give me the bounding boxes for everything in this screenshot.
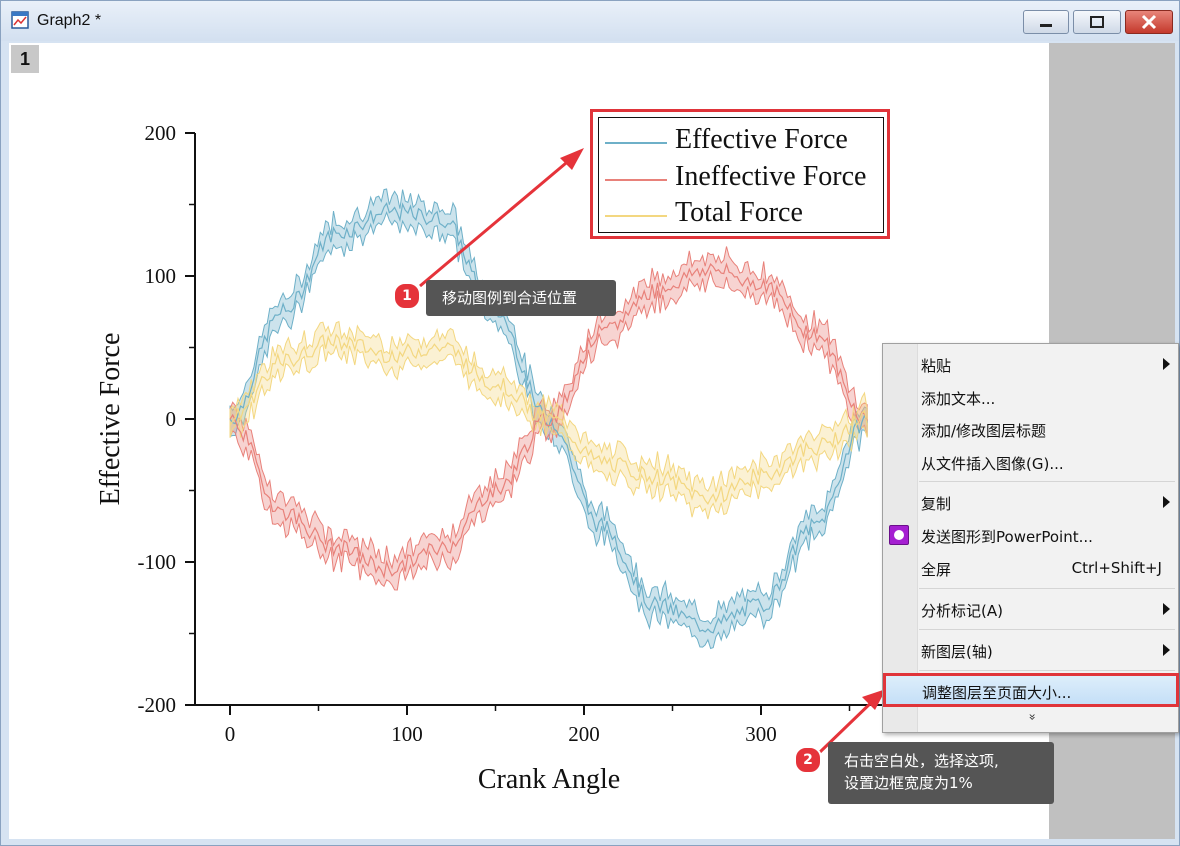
- title-bar[interactable]: Graph2 *: [1, 1, 1179, 41]
- x-tick-label: 300: [745, 722, 777, 746]
- submenu-arrow-icon: [1163, 644, 1170, 656]
- menu-item-fit-layer-to-page[interactable]: 调整图层至页面大小...: [884, 675, 1178, 707]
- y-axis-title: Effective Force: [95, 333, 126, 506]
- menu-item-add-text[interactable]: 添加文本...: [883, 382, 1178, 412]
- menu-separator: [919, 629, 1175, 630]
- step2-callout-line1: 右击空白处，选择这项,: [844, 752, 999, 770]
- menu-item-label: 新图层(轴): [921, 643, 993, 661]
- menu-item-shortcut: Ctrl+Shift+J: [1071, 559, 1162, 577]
- menu-item-new-layer[interactable]: 新图层(轴): [883, 635, 1178, 665]
- legend-label: Ineffective Force: [675, 161, 867, 192]
- close-icon: [1141, 14, 1157, 30]
- legend-item-ineffective-force[interactable]: Ineffective Force: [599, 159, 885, 195]
- menu-item-layer-title[interactable]: 添加/修改图层标题: [883, 414, 1178, 444]
- maximize-button[interactable]: [1073, 10, 1121, 34]
- menu-item-label: 粘贴: [921, 357, 952, 375]
- step2-number-badge: 2: [794, 746, 822, 774]
- menu-item-copy[interactable]: 复制: [883, 487, 1178, 517]
- close-button[interactable]: [1125, 10, 1173, 34]
- step2-callout-line2: 设置边框宽度为1%: [844, 774, 973, 792]
- menu-separator: [919, 670, 1175, 671]
- series-line-2[interactable]: [229, 333, 868, 506]
- submenu-arrow-icon: [1163, 358, 1170, 370]
- y-tick-label: -200: [138, 693, 177, 717]
- menu-separator: [919, 588, 1175, 589]
- chart-svg[interactable]: 200 100 0 -100 -200 0 100 200 300 Crank Angle Ef…: [8, 42, 1048, 842]
- y-tick-label: 100: [145, 264, 177, 288]
- x-tick-label: 100: [391, 722, 423, 746]
- step1-callout: 移动图例到合适位置: [426, 280, 616, 316]
- powerpoint-icon: [889, 525, 909, 545]
- step2-callout: 右击空白处，选择这项, 设置边框宽度为1%: [828, 742, 1054, 804]
- menu-item-fullscreen[interactable]: 全屏 Ctrl+Shift+J: [883, 553, 1178, 583]
- legend-highlight-frame: [590, 109, 890, 239]
- legend-swatch: [605, 142, 667, 144]
- menu-item-send-to-powerpoint[interactable]: 发送图形到PowerPoint...: [883, 520, 1178, 550]
- menu-item-label: 从文件插入图像(G)...: [921, 455, 1064, 473]
- menu-item-label: 复制: [921, 495, 952, 513]
- series-band-2[interactable]: [229, 320, 868, 520]
- legend[interactable]: Effective Force Ineffective Force Total …: [598, 117, 884, 233]
- step1-callout-text: 移动图例到合适位置: [442, 289, 578, 307]
- menu-item-label: 分析标记(A): [921, 602, 1003, 620]
- layer-number-badge[interactable]: 1: [11, 45, 39, 73]
- y-tick-label: 0: [166, 407, 177, 431]
- y-tick-label: -100: [138, 550, 177, 574]
- menu-separator: [919, 481, 1175, 482]
- menu-item-label: 添加/修改图层标题: [921, 422, 1047, 440]
- legend-swatch: [605, 179, 667, 181]
- menu-item-paste[interactable]: 粘贴: [883, 349, 1178, 379]
- graph-window-icon: [11, 11, 29, 29]
- menu-item-label: 全屏: [921, 561, 952, 579]
- x-axis-title: Crank Angle: [478, 764, 620, 795]
- menu-highlight-frame: [883, 673, 1179, 707]
- maximize-icon: [1090, 16, 1104, 28]
- step1-number-badge: 1: [393, 282, 421, 310]
- submenu-arrow-icon: [1163, 603, 1170, 615]
- minimize-icon: [1040, 24, 1052, 27]
- context-menu: 粘贴 添加文本... 添加/修改图层标题 从文件插入图像(G)... 复制 发送…: [882, 343, 1179, 733]
- series-line-1[interactable]: [229, 262, 868, 580]
- menu-item-insert-image[interactable]: 从文件插入图像(G)...: [883, 447, 1178, 477]
- expand-more-icon[interactable]: »: [1025, 713, 1040, 721]
- legend-label: Total Force: [675, 197, 803, 228]
- menu-item-label: 调整图层至页面大小...: [922, 684, 1072, 702]
- y-tick-label: 200: [145, 121, 177, 145]
- legend-swatch: [605, 215, 667, 217]
- legend-item-total-force[interactable]: Total Force: [599, 195, 885, 231]
- menu-item-label: 发送图形到PowerPoint...: [921, 528, 1093, 546]
- x-tick-label: 0: [225, 722, 236, 746]
- window-title: Graph2 *: [37, 12, 102, 29]
- series-line-0[interactable]: [229, 202, 868, 634]
- minimize-button[interactable]: [1023, 10, 1069, 34]
- submenu-arrow-icon: [1163, 496, 1170, 508]
- menu-item-label: 添加文本...: [921, 390, 996, 408]
- legend-item-effective-force[interactable]: Effective Force: [599, 122, 885, 158]
- legend-label: Effective Force: [675, 124, 848, 155]
- x-tick-label: 200: [568, 722, 600, 746]
- menu-item-analysis-markers[interactable]: 分析标记(A): [883, 594, 1178, 624]
